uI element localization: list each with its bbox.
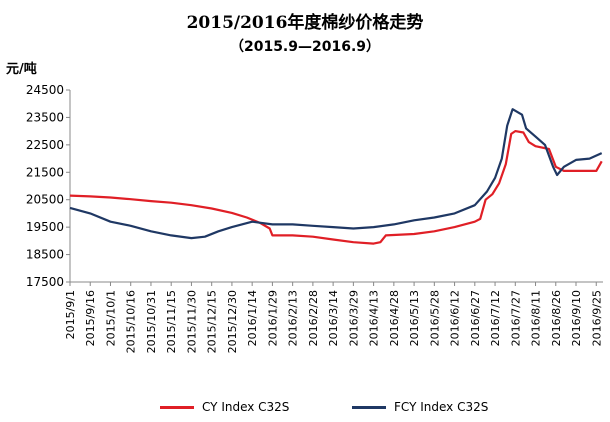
x-tick-label: 2016/5/28 — [428, 290, 441, 346]
x-tick-label: 2016/1/29 — [266, 290, 279, 346]
y-tick-label: 21500 — [26, 165, 64, 179]
legend-item-cy: CY Index C32S — [160, 400, 289, 414]
x-tick-label: 2016/6/27 — [469, 290, 482, 346]
y-tick-label: 22500 — [26, 138, 64, 152]
legend-swatch-cy — [160, 405, 194, 409]
legend-label-fcy: FCY Index C32S — [394, 400, 489, 414]
series-line-cy-index-c32s — [69, 130, 603, 245]
x-tick-label: 2016/9/10 — [570, 290, 583, 346]
x-tick-label: 2015/12/30 — [226, 290, 239, 353]
x-tick-label: 2015/12/15 — [206, 290, 219, 353]
legend-item-fcy: FCY Index C32S — [352, 400, 488, 414]
x-tick-label: 2016/8/11 — [530, 290, 543, 346]
y-tick-label: 20500 — [26, 193, 64, 207]
legend-swatch-fcy — [352, 405, 386, 409]
x-tick-label: 2015/10/31 — [145, 290, 158, 353]
x-tick-label: 2015/10/16 — [125, 290, 138, 353]
x-tick-label: 2016/4/13 — [368, 290, 381, 346]
y-tick-label: 17500 — [26, 275, 64, 289]
chart-subtitle: （2015.9—2016.9） — [229, 39, 381, 55]
x-tick-label: 2015/9/1 — [64, 290, 77, 339]
y-tick-label: 19500 — [26, 220, 64, 234]
x-tick-label: 2016/2/13 — [287, 290, 300, 346]
x-tick-label: 2016/9/25 — [590, 290, 603, 346]
x-tick-label: 2015/11/15 — [165, 290, 178, 353]
x-tick-label: 2016/8/26 — [550, 290, 563, 346]
x-tick-label: 2016/1/14 — [246, 290, 259, 346]
x-tick-label: 2015/11/30 — [185, 290, 198, 353]
x-tick-label: 2016/4/28 — [388, 290, 401, 346]
x-tick-label: 2016/3/14 — [327, 290, 340, 346]
x-tick-label: 2016/6/12 — [449, 290, 462, 346]
y-tick-label: 23500 — [26, 110, 64, 124]
x-tick-label: 2016/5/13 — [408, 290, 421, 346]
legend-label-cy: CY Index C32S — [202, 400, 290, 414]
x-tick-label: 2016/7/12 — [489, 290, 502, 346]
x-tick-label: 2016/3/29 — [347, 290, 360, 346]
x-tick-label: 2016/2/28 — [307, 290, 320, 346]
x-tick-label: 2015/9/16 — [84, 290, 97, 346]
x-tick-label: 2016/7/27 — [509, 290, 522, 346]
x-tick-label: 2015/10/1 — [104, 290, 117, 346]
y-tick-label: 18500 — [26, 248, 64, 262]
y-axis-unit-label: 元/吨 — [6, 62, 37, 77]
y-tick-label: 24500 — [26, 83, 64, 97]
chart-title: 2015/2016年度棉纱价格走势 — [186, 13, 424, 33]
series-line-fcy-index-c32s — [69, 108, 603, 240]
